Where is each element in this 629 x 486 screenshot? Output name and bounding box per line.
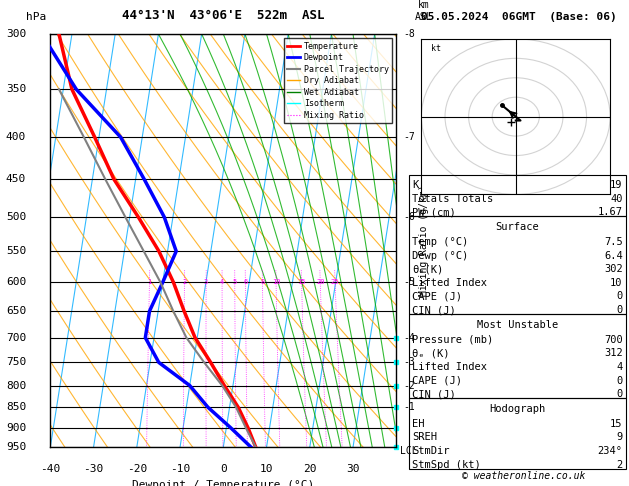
Text: 650: 650 — [6, 306, 26, 316]
Text: -2: -2 — [403, 381, 415, 391]
Text: 500: 500 — [6, 212, 26, 222]
Text: 10: 10 — [272, 279, 281, 285]
Text: 234°: 234° — [598, 446, 623, 456]
Text: 2: 2 — [182, 279, 187, 285]
Text: 850: 850 — [6, 402, 26, 412]
Text: hPa: hPa — [26, 12, 47, 21]
Text: -6: -6 — [403, 212, 415, 222]
Text: 400: 400 — [6, 132, 26, 142]
Text: SREH: SREH — [412, 433, 437, 442]
Text: EH: EH — [412, 419, 425, 429]
Text: 1: 1 — [147, 279, 152, 285]
Text: θₑ (K): θₑ (K) — [412, 348, 450, 358]
Text: 3: 3 — [204, 279, 208, 285]
Text: -40: -40 — [40, 464, 60, 474]
Text: 0: 0 — [616, 305, 623, 315]
Text: CAPE (J): CAPE (J) — [412, 292, 462, 301]
Text: 0: 0 — [616, 292, 623, 301]
Text: CIN (J): CIN (J) — [412, 389, 456, 399]
Text: 9: 9 — [616, 433, 623, 442]
Text: 450: 450 — [6, 174, 26, 184]
Text: Lifted Index: Lifted Index — [412, 278, 487, 288]
Text: 700: 700 — [6, 333, 26, 343]
Text: LCL: LCL — [400, 446, 418, 456]
Text: km
ASL: km ASL — [415, 0, 433, 21]
Text: 302: 302 — [604, 264, 623, 274]
Text: 4: 4 — [220, 279, 224, 285]
Text: 2: 2 — [616, 460, 623, 469]
Text: Dewpoint / Temperature (°C): Dewpoint / Temperature (°C) — [132, 480, 314, 486]
Text: 550: 550 — [6, 246, 26, 256]
Text: 6: 6 — [243, 279, 247, 285]
Text: CAPE (J): CAPE (J) — [412, 376, 462, 385]
Text: 900: 900 — [6, 423, 26, 433]
Text: -7: -7 — [403, 132, 415, 142]
Text: -30: -30 — [84, 464, 104, 474]
Text: 1.67: 1.67 — [598, 208, 623, 217]
Text: 350: 350 — [6, 84, 26, 94]
Text: 4: 4 — [616, 362, 623, 372]
Text: 25: 25 — [331, 279, 339, 285]
Text: 600: 600 — [6, 278, 26, 287]
Text: 05.05.2024  06GMT  (Base: 06): 05.05.2024 06GMT (Base: 06) — [421, 12, 617, 22]
Text: 950: 950 — [6, 442, 26, 452]
Text: 0: 0 — [616, 389, 623, 399]
Text: 44°13'N  43°06'E  522m  ASL: 44°13'N 43°06'E 522m ASL — [122, 9, 325, 21]
Text: Totals Totals: Totals Totals — [412, 194, 493, 204]
Text: 40: 40 — [610, 194, 623, 204]
Text: 20: 20 — [316, 279, 325, 285]
Text: Most Unstable: Most Unstable — [477, 320, 558, 330]
Text: CIN (J): CIN (J) — [412, 305, 456, 315]
Text: 800: 800 — [6, 381, 26, 391]
Text: 10: 10 — [260, 464, 273, 474]
Text: 30: 30 — [347, 464, 360, 474]
Text: 5: 5 — [233, 279, 237, 285]
Text: 750: 750 — [6, 357, 26, 367]
Text: © weatheronline.co.uk: © weatheronline.co.uk — [462, 471, 586, 481]
Text: 20: 20 — [303, 464, 316, 474]
Text: 10: 10 — [610, 278, 623, 288]
Text: Surface: Surface — [496, 223, 539, 232]
Text: 300: 300 — [6, 29, 26, 39]
Text: -3: -3 — [403, 357, 415, 367]
Text: 8: 8 — [260, 279, 265, 285]
Text: -1: -1 — [403, 402, 415, 412]
Text: -4: -4 — [403, 333, 415, 343]
Text: 19: 19 — [610, 180, 623, 190]
Text: -10: -10 — [170, 464, 190, 474]
Text: Temp (°C): Temp (°C) — [412, 237, 468, 247]
Text: θₑ(K): θₑ(K) — [412, 264, 443, 274]
Legend: Temperature, Dewpoint, Parcel Trajectory, Dry Adiabat, Wet Adiabat, Isotherm, Mi: Temperature, Dewpoint, Parcel Trajectory… — [284, 38, 392, 123]
Text: 700: 700 — [604, 335, 623, 345]
Text: PW (cm): PW (cm) — [412, 208, 456, 217]
Text: 15: 15 — [298, 279, 306, 285]
Text: Mixing Ratio (g/kg): Mixing Ratio (g/kg) — [419, 185, 429, 296]
Text: kt: kt — [431, 44, 441, 52]
Text: Pressure (mb): Pressure (mb) — [412, 335, 493, 345]
Text: 0: 0 — [616, 376, 623, 385]
Text: 7.5: 7.5 — [604, 237, 623, 247]
Text: StmDir: StmDir — [412, 446, 450, 456]
Text: 15: 15 — [610, 419, 623, 429]
Text: 312: 312 — [604, 348, 623, 358]
Text: K: K — [412, 180, 418, 190]
Text: 0: 0 — [220, 464, 226, 474]
Text: StmSpd (kt): StmSpd (kt) — [412, 460, 481, 469]
Text: Hodograph: Hodograph — [489, 404, 545, 414]
Text: -20: -20 — [126, 464, 147, 474]
Text: -5: -5 — [403, 278, 415, 287]
Text: Lifted Index: Lifted Index — [412, 362, 487, 372]
Text: Dewp (°C): Dewp (°C) — [412, 251, 468, 260]
Text: -8: -8 — [403, 29, 415, 39]
Text: 6.4: 6.4 — [604, 251, 623, 260]
